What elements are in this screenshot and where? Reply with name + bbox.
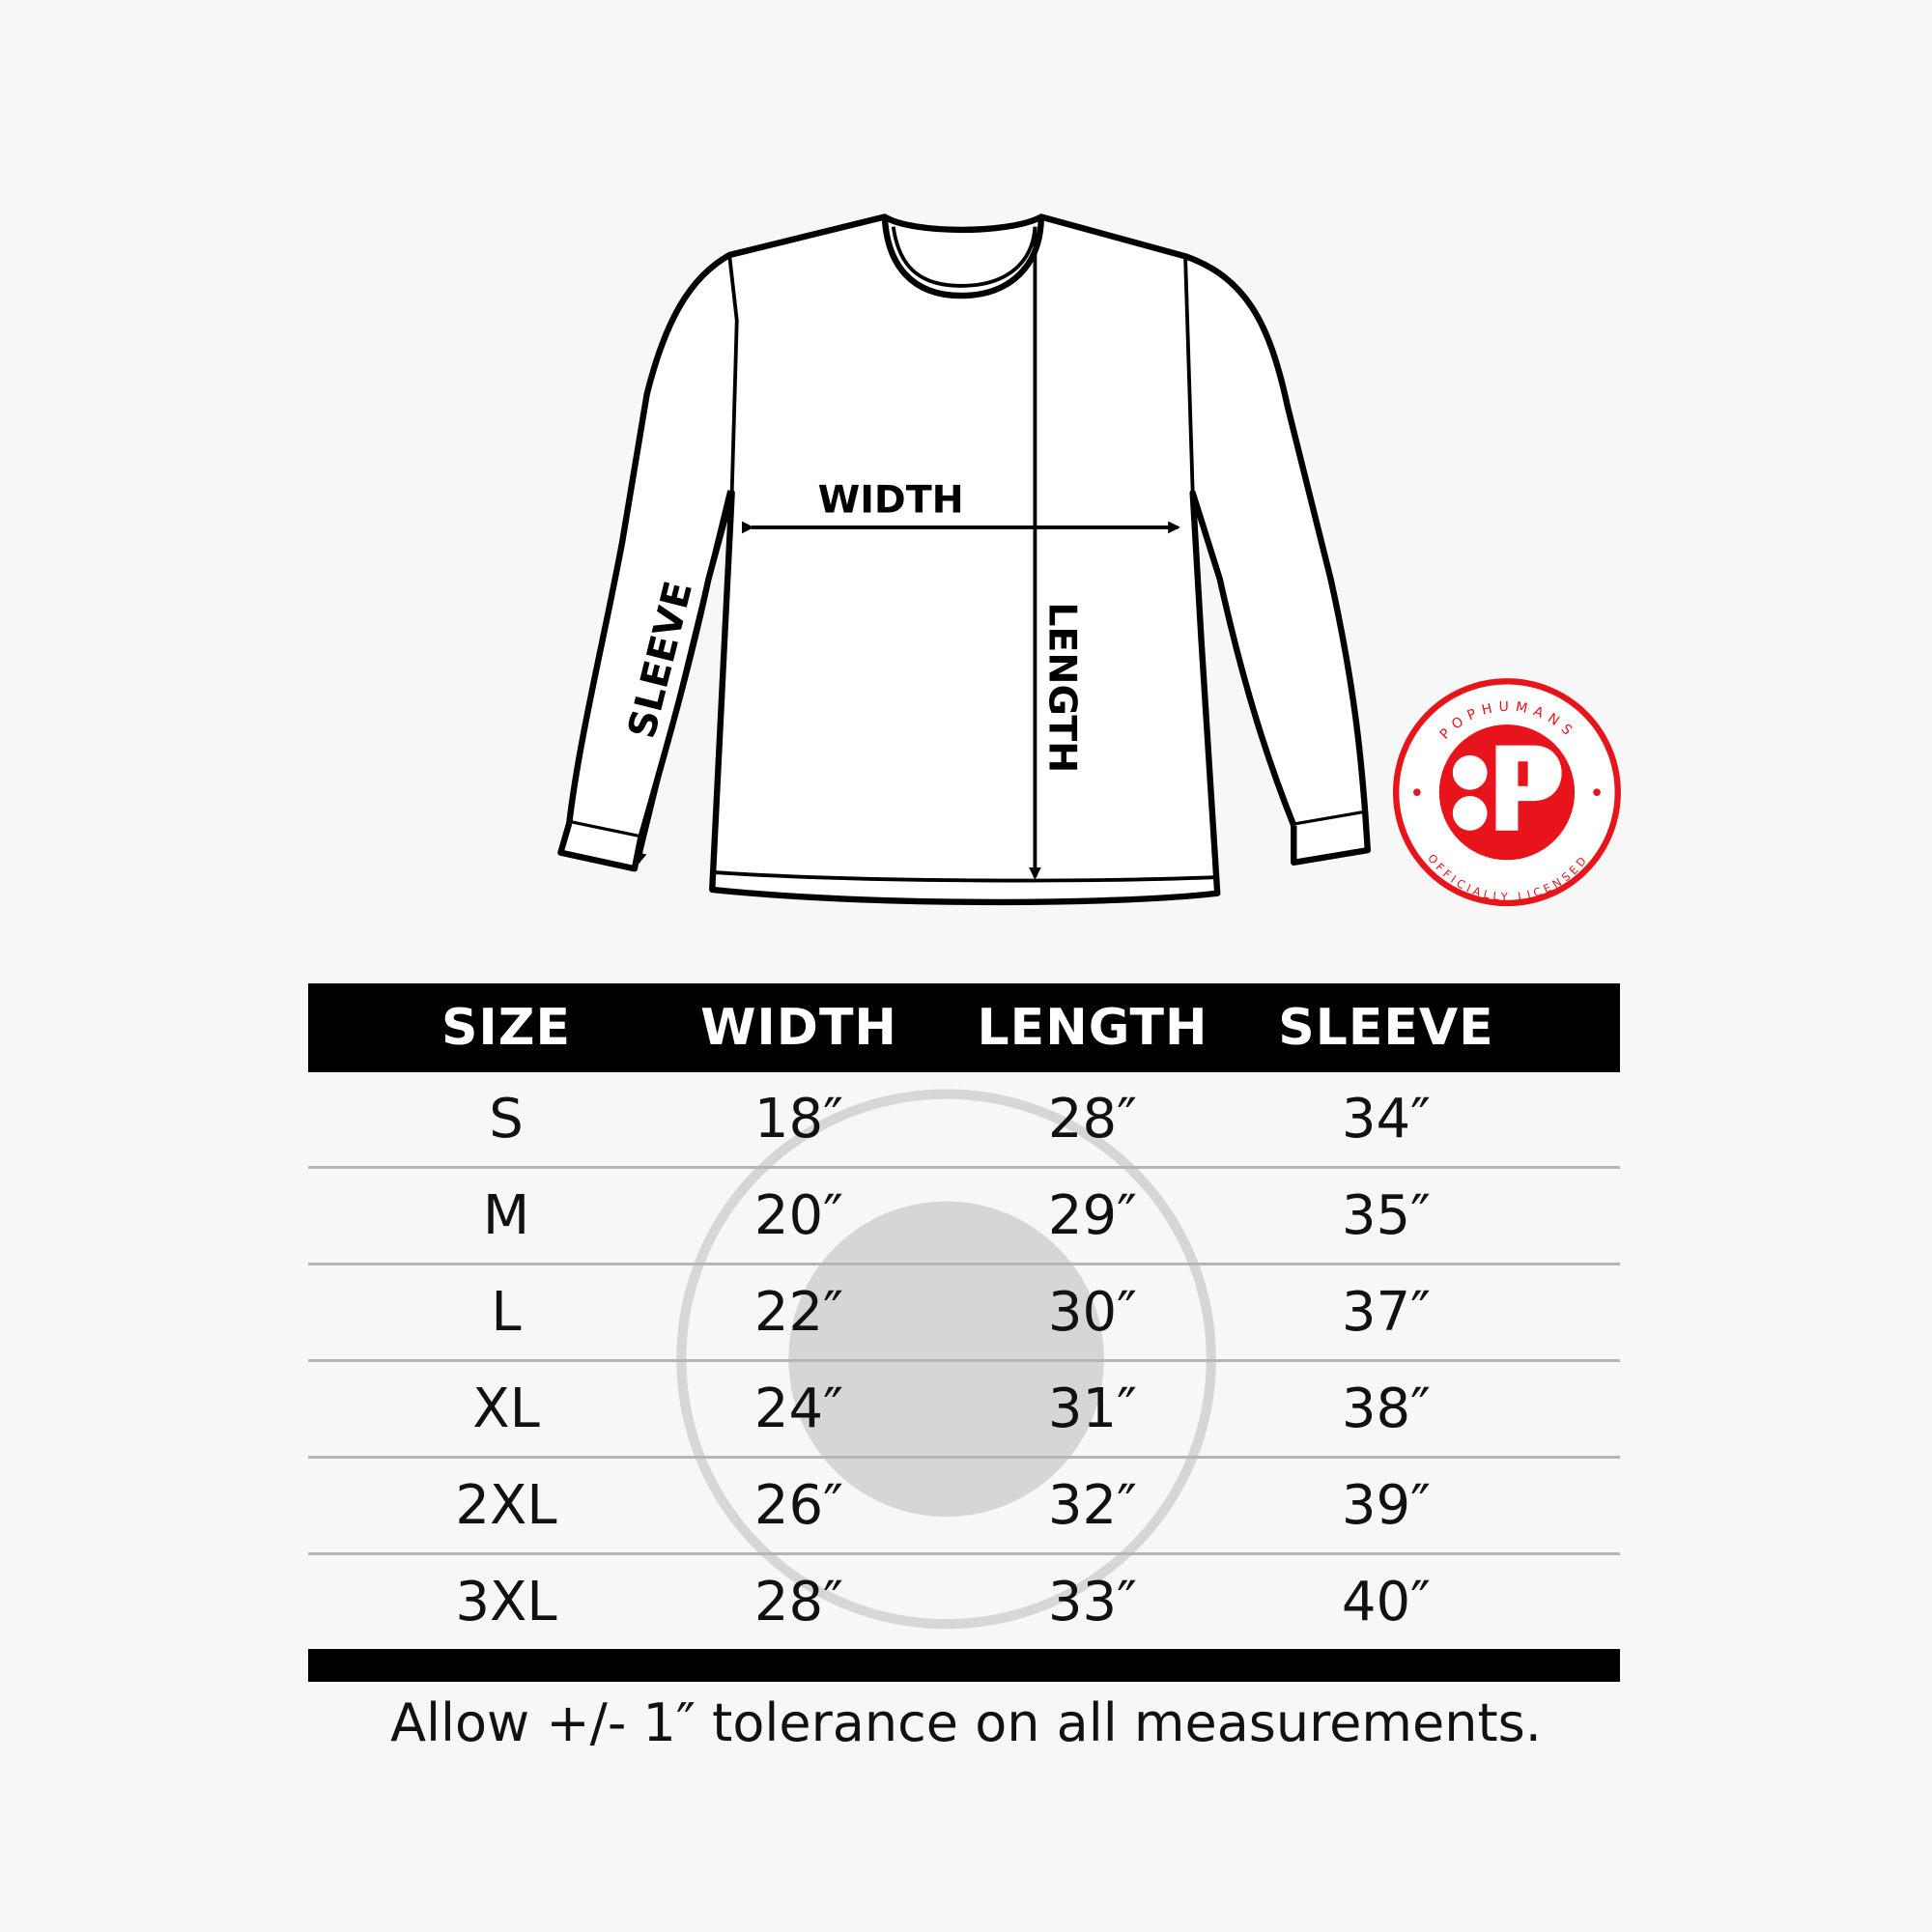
cell-length: 33″ xyxy=(1047,1571,1138,1634)
cell-sleeve: 34″ xyxy=(1341,1088,1432,1151)
cell-width: 24″ xyxy=(753,1378,844,1440)
header-width: WIDTH xyxy=(700,999,897,1057)
measurement-arrows xyxy=(634,226,1180,880)
table-header: SIZE WIDTH LENGTH SLEEVE xyxy=(308,983,1620,1072)
cell-sleeve: 40″ xyxy=(1341,1571,1432,1634)
pophumans-badge-logo: POPHUMANS OFFICIALLY LICENSED xyxy=(1392,678,1621,907)
longsleeve-shirt-outline xyxy=(557,213,1372,906)
table-row: L 22″ 30″ 37″ xyxy=(308,1265,1620,1362)
table-bottom-bar xyxy=(308,1649,1620,1682)
cell-length: 29″ xyxy=(1047,1184,1138,1247)
tolerance-note: Allow +/- 1″ tolerance on all measuremen… xyxy=(390,1692,1542,1753)
cell-width: 22″ xyxy=(753,1281,844,1344)
cell-length: 30″ xyxy=(1047,1281,1138,1344)
header-sleeve: SLEEVE xyxy=(1278,999,1494,1057)
cell-sleeve: 39″ xyxy=(1341,1474,1432,1537)
cell-width: 28″ xyxy=(753,1571,844,1634)
length-label: LENGTH xyxy=(1040,602,1085,773)
table-row: M 20″ 29″ 35″ xyxy=(308,1169,1620,1265)
table-row: 2XL 26″ 32″ 39″ xyxy=(308,1459,1620,1555)
cell-size: S xyxy=(489,1088,524,1151)
cell-length: 28″ xyxy=(1047,1088,1138,1151)
header-size: SIZE xyxy=(440,999,572,1057)
cell-size: L xyxy=(491,1281,522,1344)
watermark-logo xyxy=(676,1089,1216,1630)
cell-sleeve: 37″ xyxy=(1341,1281,1432,1344)
table-row: 3XL 28″ 33″ 40″ xyxy=(308,1555,1620,1649)
size-chart-table: SIZE WIDTH LENGTH SLEEVE S 18″ 28″ 34″ M 20″ 2… xyxy=(308,983,1620,1682)
table-row: S 18″ 28″ 34″ xyxy=(308,1072,1620,1169)
cell-size: 2XL xyxy=(455,1474,557,1537)
cell-size: M xyxy=(482,1184,530,1247)
cell-width: 20″ xyxy=(753,1184,844,1247)
cell-sleeve: 38″ xyxy=(1341,1378,1432,1440)
cell-size: XL xyxy=(472,1378,540,1440)
cell-width: 26″ xyxy=(753,1474,844,1537)
cell-length: 31″ xyxy=(1047,1378,1138,1440)
cell-width: 18″ xyxy=(753,1088,844,1151)
cell-size: 3XL xyxy=(455,1571,557,1634)
table-row: XL 24″ 31″ 38″ xyxy=(308,1362,1620,1459)
width-label: WIDTH xyxy=(818,478,964,523)
cell-sleeve: 35″ xyxy=(1341,1184,1432,1247)
header-length: LENGTH xyxy=(977,999,1208,1057)
cell-length: 32″ xyxy=(1047,1474,1138,1537)
